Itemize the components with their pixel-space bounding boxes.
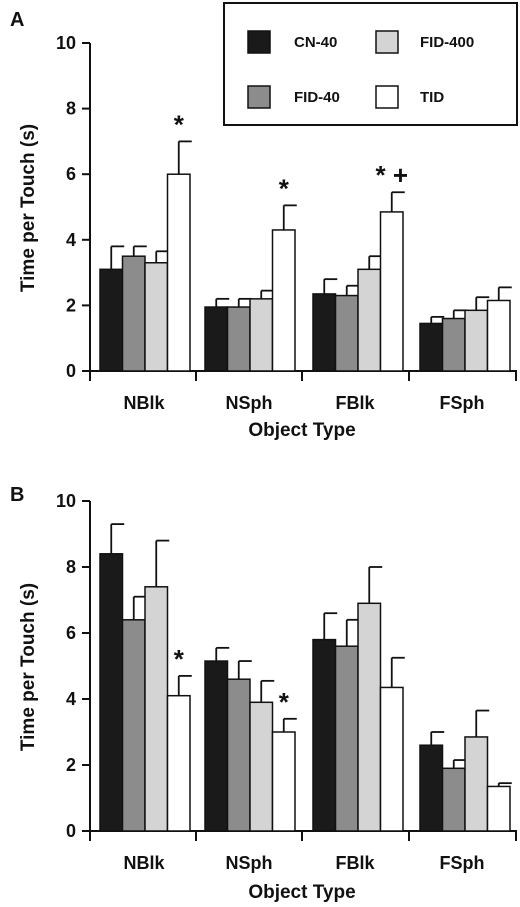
bar-cn-40-fblk-b — [312, 638, 337, 832]
bar-fid-400-nsph-a — [249, 298, 274, 372]
y-tick-label-a: 6 — [66, 164, 76, 184]
bar-fid-400-fblk-b — [357, 602, 382, 832]
category-label-b: NBlk — [123, 853, 165, 873]
legend-swatch-fid-40 — [247, 85, 271, 109]
bar-fid-40-fblk-a — [334, 294, 359, 372]
legend-label-tid: TID — [420, 89, 444, 106]
y-tick-label-a: 2 — [66, 295, 76, 315]
category-label-b: NSph — [226, 853, 273, 873]
y-tick-label-b: 6 — [66, 623, 76, 643]
bar-cn-40-fblk-a — [312, 293, 337, 372]
bar-fid-40-nblk-a — [121, 255, 146, 372]
category-label-a: FSph — [440, 393, 485, 413]
bar-cn-40-fsph-a — [419, 322, 444, 372]
bar-tid-fsph-a — [486, 299, 511, 372]
bar-fid-40-fsph-b — [441, 767, 466, 832]
panel-label-a: A — [10, 9, 24, 31]
bar-fid-400-nblk-a — [144, 262, 169, 372]
y-ticks-a — [82, 42, 90, 372]
significance-marker-b: * — [174, 644, 185, 674]
significance-marker-a: * — [174, 109, 185, 139]
bar-tid-nsph-a — [271, 229, 296, 372]
y-ticks-b — [82, 500, 90, 832]
panel-label-b: B — [10, 484, 24, 506]
panel-a: A Time per Touch (s) 0 2 4 6 8 10 — [10, 2, 518, 441]
bar-fid-400-nsph-b — [249, 701, 274, 832]
y-tick-label-b: 2 — [66, 755, 76, 775]
bar-fid-40-nsph-b — [226, 678, 251, 832]
legend-label-fid-400: FID-400 — [420, 34, 474, 51]
category-label-a: FBlk — [335, 393, 375, 413]
annotations-b: ** — [174, 644, 290, 717]
legend-swatch-fid-400 — [375, 30, 399, 54]
bar-fid-400-fblk-a — [357, 268, 382, 372]
y-tick-label-a: 0 — [66, 361, 76, 381]
y-tick-label-a: 8 — [66, 99, 76, 119]
category-label-b: FBlk — [335, 853, 375, 873]
y-axis-title-a: Time per Touch (s) — [18, 124, 39, 292]
bar-tid-fblk-b — [379, 686, 404, 832]
panel-b: B Time per Touch (s) 0 2 4 6 8 10 — [10, 484, 517, 903]
y-tick-label-a: 4 — [66, 230, 76, 250]
bar-cn-40-nblk-b — [99, 553, 124, 832]
bar-tid-fblk-a — [379, 211, 404, 372]
bar-tid-fsph-b — [486, 785, 511, 832]
y-axis-title-b: Time per Touch (s) — [18, 583, 39, 751]
bar-fid-40-nblk-b — [121, 619, 146, 832]
x-ticks-b — [89, 831, 517, 841]
category-labels-a: NBlk NSph FBlk FSph — [123, 393, 484, 413]
category-label-a: NSph — [226, 393, 273, 413]
bar-cn-40-nblk-a — [99, 268, 124, 372]
bar-tid-nsph-b — [271, 731, 296, 832]
bar-fid-400-nblk-b — [144, 586, 169, 832]
significance-marker-a: * — [279, 173, 290, 203]
bars-a — [99, 173, 511, 372]
legend-label-fid-40: FID-40 — [294, 89, 340, 106]
x-axis-title-a: Object Type — [248, 420, 355, 441]
x-ticks-a — [89, 371, 517, 381]
significance-marker-a: * + — [375, 160, 408, 190]
y-tick-labels-a: 0 2 4 6 8 10 — [56, 33, 76, 381]
y-tick-label-b: 10 — [56, 491, 76, 511]
x-axis-title-b: Object Type — [248, 882, 355, 903]
category-label-b: FSph — [440, 853, 485, 873]
legend-swatch-tid — [375, 85, 399, 109]
category-labels-b: NBlk NSph FBlk FSph — [123, 853, 484, 873]
bar-fid-40-fblk-b — [334, 645, 359, 832]
legend-label-cn-40: CN-40 — [294, 34, 337, 51]
legend-swatch-cn-40 — [247, 30, 271, 54]
bar-fid-400-fsph-a — [464, 309, 489, 372]
annotations-a: * * * + — [174, 109, 408, 203]
error-bars-b — [110, 523, 512, 787]
bar-fid-40-fsph-a — [441, 317, 466, 372]
bar-tid-nblk-b — [166, 694, 191, 832]
y-tick-label-b: 8 — [66, 557, 76, 577]
bar-fid-400-fsph-b — [464, 736, 489, 832]
bar-cn-40-fsph-b — [419, 744, 444, 832]
bar-tid-nblk-a — [166, 173, 191, 372]
legend: CN-40 FID-400 FID-40 TID — [223, 2, 518, 126]
y-tick-label-b: 0 — [66, 821, 76, 841]
legend-frame — [223, 2, 518, 126]
bar-fid-40-nsph-a — [226, 306, 251, 372]
category-label-a: NBlk — [123, 393, 165, 413]
bar-cn-40-nsph-a — [204, 306, 229, 372]
y-tick-label-b: 4 — [66, 689, 76, 709]
significance-marker-b: * — [279, 687, 290, 717]
y-tick-labels-b: 0 2 4 6 8 10 — [56, 491, 76, 841]
bars-b — [99, 553, 511, 832]
bar-cn-40-nsph-b — [204, 660, 229, 832]
y-tick-label-a: 10 — [56, 33, 76, 53]
